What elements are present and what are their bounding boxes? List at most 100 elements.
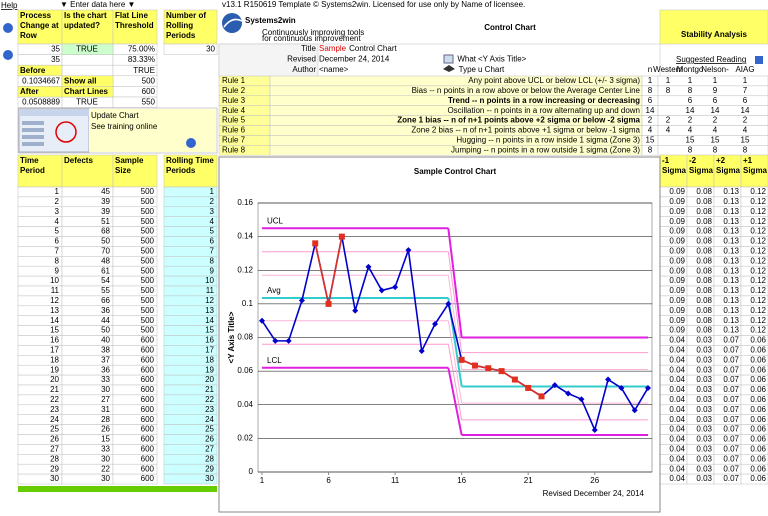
form-label: What [457, 55, 476, 64]
cell-value: 600 [141, 435, 155, 444]
rule-method-n: 1 [743, 76, 748, 85]
hat-icon [443, 65, 455, 72]
cell-value: 4 [55, 217, 60, 226]
limit-connector [447, 344, 463, 420]
rule-text: Jumping -- n points in a row outside 1 s… [451, 145, 640, 154]
rule-method-n: 4 [666, 126, 671, 135]
cell-value: 0.06 [750, 365, 766, 374]
cell-value: 500 [141, 217, 155, 226]
cell-value: 0.09 [669, 276, 685, 285]
title-rest: Control Chart [349, 44, 397, 53]
cell [686, 154, 715, 188]
cell-value: 28 [205, 454, 214, 463]
cell-value: 0.04 [669, 375, 685, 384]
cell-value: 0.07 [723, 375, 739, 384]
calendar-icon [443, 54, 454, 64]
cell-value: 0.08 [696, 207, 712, 216]
link-icon[interactable] [755, 56, 763, 64]
data-point [485, 365, 492, 372]
update-chart-button[interactable] [18, 108, 90, 153]
help-icon[interactable] [3, 50, 13, 60]
cell-value: 16 [205, 336, 214, 345]
rule-n: 8 [648, 145, 653, 154]
cell-value: 11 [206, 286, 215, 295]
rule-method-n: 6 [713, 96, 718, 105]
cell-value: 0.06 [750, 355, 766, 364]
rule-method-n: 2 [713, 116, 718, 125]
cell-value: 48 [101, 256, 110, 265]
rule-text: Zone 2 bias -- n of n+1 points above +1 … [411, 126, 640, 135]
cell-value: 0.12 [750, 276, 766, 285]
cell-value: 39 [101, 207, 110, 216]
data-point [445, 300, 452, 307]
x-tick-label: 6 [326, 476, 331, 485]
logo-tagline: Continuously improving tools [262, 28, 364, 37]
help-link[interactable]: Help [1, 1, 18, 10]
help-icon[interactable] [3, 23, 13, 33]
rule-method-n: 8 [688, 145, 693, 154]
rule-text: Trend -- n points in a row increasing or… [448, 96, 640, 105]
cell-value: 0.04 [669, 346, 685, 355]
rule-n: 6 [648, 96, 653, 105]
column-header: Sigma [743, 166, 768, 175]
cell-value: 0.03 [696, 454, 712, 463]
cell-value: 500 [141, 247, 155, 256]
cell-value: 0.09 [669, 187, 685, 196]
rule-method-n: 9 [713, 86, 718, 95]
y-tick-label: 0.16 [237, 198, 253, 207]
cell-value: 39 [101, 197, 110, 206]
column-header: -2 [689, 156, 697, 165]
enter-data-hint: ▼ Enter data here ▼ [60, 0, 135, 9]
rule-method-n: 2 [688, 116, 693, 125]
cell-value: 0.13 [723, 306, 739, 315]
rule-method-n: 7 [743, 86, 748, 95]
thumbnail-item [22, 128, 44, 132]
cell-value: 0.12 [750, 326, 766, 335]
data-point [378, 287, 385, 294]
cell-value: 0.12 [750, 266, 766, 275]
x-tick-label: 11 [391, 476, 400, 485]
cell-value: 33 [101, 375, 110, 384]
cell-value: 0.03 [696, 346, 712, 355]
rule-label: Rule 7 [222, 136, 246, 145]
cell-value: 35 [51, 45, 60, 54]
cell-value: 0.13 [723, 266, 739, 275]
cell-value: 500 [141, 207, 155, 216]
cell-label: Before [20, 66, 46, 75]
cell-value: 600 [141, 395, 155, 404]
rule-text: Oscillation -- n points in a row alterna… [447, 106, 640, 115]
help-icon[interactable] [186, 138, 196, 148]
cell-value: 0.08 [696, 227, 712, 236]
cell-value: 13 [50, 306, 59, 315]
cell [17, 64, 63, 77]
cell-value: 27 [50, 445, 59, 454]
rule-method-n: 1 [666, 76, 671, 85]
cell-value: 3 [55, 207, 60, 216]
form-value: <Y Axis Title> [478, 55, 527, 64]
cell-value: 0.07 [723, 454, 739, 463]
cell-value: 0.12 [750, 296, 766, 305]
cell [61, 43, 114, 55]
cell-value: 0.09 [669, 316, 685, 325]
cell-value: 600 [141, 454, 155, 463]
cell-value: 9 [210, 266, 215, 275]
cell-value: 0.03 [696, 385, 712, 394]
cell-value: 0.03 [696, 474, 712, 483]
cell-value: 1 [55, 187, 60, 196]
method-header: Nelson- [701, 65, 729, 74]
cell-value: 0.04 [669, 474, 685, 483]
cell-value: 0.06 [750, 445, 766, 454]
cell-value: 18 [205, 355, 214, 364]
cell-value: 0.0508889 [22, 98, 60, 107]
cell-value: 0.06 [750, 474, 766, 483]
rule-method-n: 15 [711, 136, 720, 145]
cell-value: 0.08 [696, 247, 712, 256]
data-point [645, 384, 651, 391]
cell-value: 15 [205, 326, 214, 335]
cell-value: 5 [55, 227, 60, 236]
cell-value: 0.13 [723, 247, 739, 256]
cell-value: 500 [142, 76, 156, 85]
cell-value: 0.09 [669, 207, 685, 216]
cell-value: 500 [141, 237, 155, 246]
suggested-reading-link[interactable]: Suggested Reading [676, 55, 746, 64]
